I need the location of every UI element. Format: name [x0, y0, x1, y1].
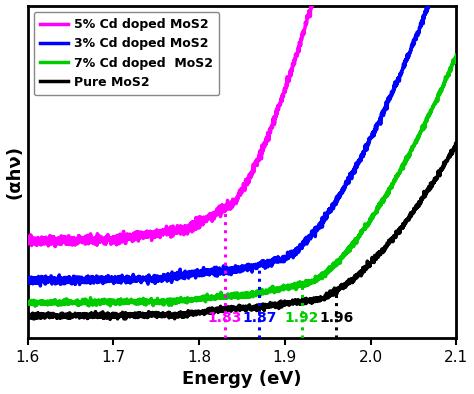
7% Cd doped  MoS2	[25, 301, 30, 306]
Legend: 5% Cd doped MoS2, 3% Cd doped MoS2, 7% Cd doped  MoS2, Pure MoS2: 5% Cd doped MoS2, 3% Cd doped MoS2, 7% C…	[34, 12, 219, 95]
X-axis label: Energy (eV): Energy (eV)	[182, 370, 302, 388]
Line: 5% Cd doped MoS2: 5% Cd doped MoS2	[27, 0, 456, 247]
Text: 1.87: 1.87	[242, 311, 276, 325]
3% Cd doped MoS2	[234, 268, 239, 272]
7% Cd doped  MoS2	[222, 293, 228, 298]
Pure MoS2	[441, 164, 447, 169]
5% Cd doped MoS2	[25, 237, 30, 242]
Pure MoS2	[107, 317, 113, 322]
Pure MoS2	[47, 313, 53, 318]
Pure MoS2	[454, 142, 459, 147]
3% Cd doped MoS2	[363, 147, 368, 151]
7% Cd doped  MoS2	[47, 301, 53, 305]
Text: 1.92: 1.92	[285, 311, 319, 325]
7% Cd doped  MoS2	[441, 80, 447, 84]
3% Cd doped MoS2	[25, 278, 30, 283]
7% Cd doped  MoS2	[454, 53, 459, 58]
Pure MoS2	[25, 311, 30, 316]
3% Cd doped MoS2	[47, 277, 53, 281]
Pure MoS2	[234, 308, 239, 312]
Pure MoS2	[363, 266, 368, 271]
Line: Pure MoS2: Pure MoS2	[27, 143, 456, 320]
5% Cd doped MoS2	[47, 238, 53, 242]
Text: 1.83: 1.83	[208, 311, 242, 325]
Y-axis label: (αhν): (αhν)	[6, 145, 24, 199]
5% Cd doped MoS2	[52, 244, 58, 249]
Pure MoS2	[441, 164, 447, 169]
7% Cd doped  MoS2	[234, 294, 239, 299]
7% Cd doped  MoS2	[441, 81, 447, 85]
3% Cd doped MoS2	[37, 284, 43, 288]
Pure MoS2	[222, 306, 228, 311]
Line: 7% Cd doped  MoS2: 7% Cd doped MoS2	[27, 55, 456, 306]
5% Cd doped MoS2	[222, 204, 228, 209]
Pure MoS2	[453, 141, 458, 145]
7% Cd doped  MoS2	[32, 304, 38, 309]
Text: 1.96: 1.96	[319, 311, 354, 325]
7% Cd doped  MoS2	[363, 227, 368, 232]
3% Cd doped MoS2	[222, 266, 228, 271]
5% Cd doped MoS2	[234, 201, 239, 206]
Line: 3% Cd doped MoS2: 3% Cd doped MoS2	[27, 0, 456, 286]
